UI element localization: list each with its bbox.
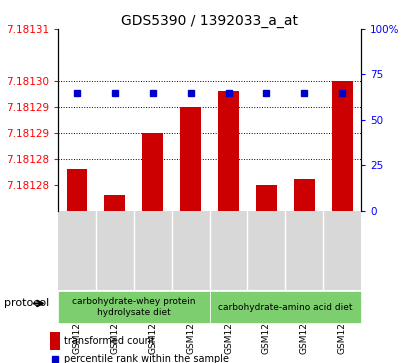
Text: carbohydrate-whey protein
hydrolysate diet: carbohydrate-whey protein hydrolysate di… — [72, 297, 195, 317]
Bar — [210, 291, 361, 323]
Text: carbohydrate-amino acid diet: carbohydrate-amino acid diet — [218, 303, 353, 311]
Bar — [294, 179, 315, 211]
Bar — [218, 91, 239, 211]
Bar — [180, 107, 201, 211]
Title: GDS5390 / 1392033_a_at: GDS5390 / 1392033_a_at — [121, 14, 298, 28]
Bar — [256, 185, 277, 211]
Text: protocol: protocol — [4, 298, 49, 309]
Bar — [58, 291, 210, 323]
Bar — [332, 81, 352, 211]
Text: percentile rank within the sample: percentile rank within the sample — [64, 354, 229, 363]
Bar — [50, 332, 60, 350]
Bar — [105, 195, 125, 211]
Bar — [67, 169, 88, 211]
Bar — [142, 133, 163, 211]
Text: transformed count: transformed count — [64, 336, 155, 346]
